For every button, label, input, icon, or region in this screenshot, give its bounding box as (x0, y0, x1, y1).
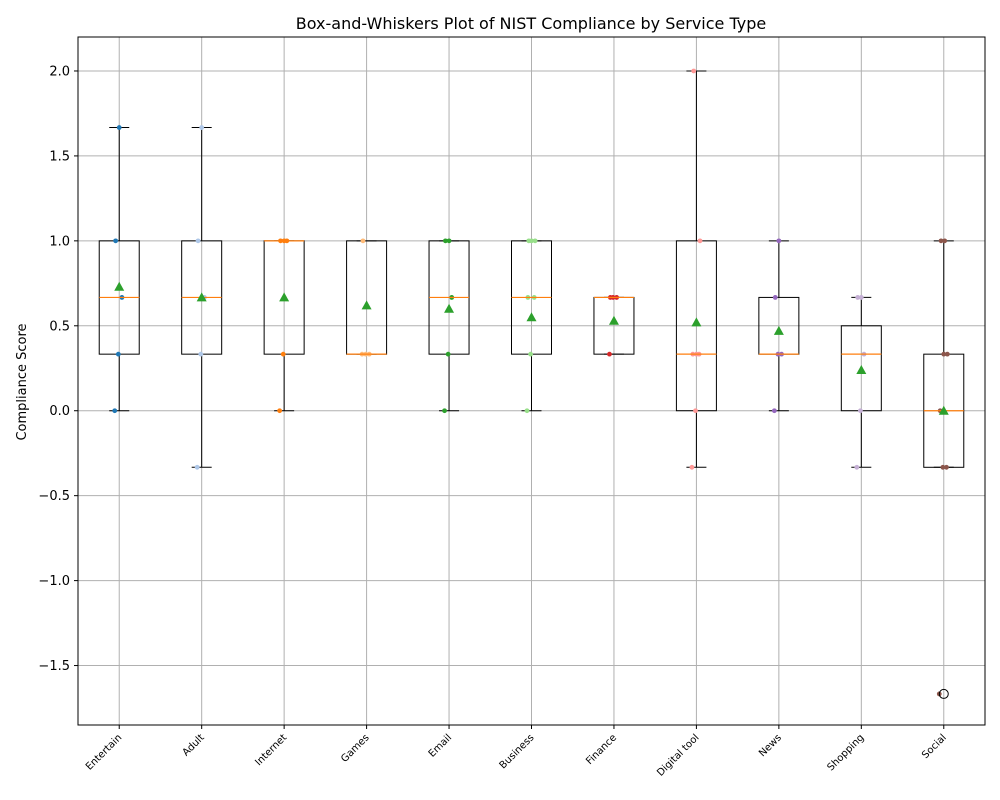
data-point (776, 238, 782, 244)
data-point (199, 125, 205, 130)
data-point (445, 351, 451, 357)
mean-marker (196, 292, 207, 302)
data-point (277, 408, 283, 414)
data-point (113, 238, 119, 244)
box-group (923, 238, 965, 699)
x-tick-label: News (757, 732, 784, 759)
y-tick-label: −1.5 (38, 659, 70, 674)
y-tick-label: 1.5 (49, 149, 70, 164)
box-group (428, 238, 470, 414)
y-tick-label: 0.5 (49, 319, 70, 334)
data-point (112, 408, 118, 414)
mean-marker (444, 303, 455, 313)
outlier-marker (938, 688, 949, 699)
mean-marker (938, 405, 949, 415)
data-point (693, 408, 698, 414)
y-tick-label: 0.0 (49, 404, 70, 419)
mean-marker (773, 325, 784, 335)
data-point (689, 464, 695, 470)
data-point (944, 351, 950, 357)
chart-title: Box-and-Whiskers Plot of NIST Compliance… (296, 14, 766, 33)
data-point (280, 351, 286, 357)
data-point (360, 238, 366, 244)
data-point (697, 238, 703, 244)
plot-frame (77, 36, 986, 726)
data-point (198, 351, 204, 357)
box-group (840, 295, 882, 470)
x-tick-label: Business (498, 732, 537, 771)
data-point (858, 408, 863, 414)
x-tick-label: Social (920, 732, 949, 761)
x-tick-label: Adult (181, 732, 207, 758)
data-point (944, 464, 949, 470)
y-axis-label: Compliance Score (15, 323, 30, 440)
data-point (442, 408, 447, 414)
data-point (524, 408, 530, 414)
data-point (858, 295, 864, 300)
box-group (98, 125, 140, 414)
data-point (772, 295, 778, 300)
data-point (942, 238, 948, 244)
data-point (443, 238, 448, 244)
mean-marker (114, 281, 125, 291)
x-tick-label: Entertain (84, 732, 124, 772)
data-point (532, 238, 538, 244)
mean-marker (279, 292, 290, 302)
data-point (528, 351, 533, 357)
x-tick-label: Finance (584, 732, 619, 767)
x-tick-label: Internet (253, 732, 289, 768)
mean-marker (691, 317, 702, 327)
data-point (855, 295, 861, 300)
y-tick-label: −0.5 (38, 489, 70, 504)
data-point (771, 408, 777, 414)
mean-marker (526, 312, 537, 322)
axis-layer: −1.5 −1.0 −0.5 0.0 0.5 1.0 1.5 2.0 Entertain Adul… (38, 36, 986, 779)
box-group (181, 125, 223, 470)
data-point (691, 68, 697, 74)
box-layer (98, 68, 965, 699)
data-point (116, 125, 122, 130)
mean-marker (361, 300, 372, 310)
y-tick-label: 2.0 (49, 64, 70, 79)
box-group (263, 238, 305, 414)
data-point (526, 238, 532, 244)
y-tick-label: −1.0 (38, 574, 70, 589)
box-group (675, 68, 717, 470)
x-tick-label: Games (339, 732, 372, 765)
data-point (940, 464, 946, 470)
box-group (593, 295, 635, 357)
data-point (941, 351, 947, 357)
x-tick-label: Email (427, 732, 454, 759)
mean-marker (856, 364, 867, 374)
x-tick-label: Digital tool (655, 732, 701, 778)
data-point (607, 351, 612, 357)
mean-marker (608, 315, 619, 325)
data-point (115, 351, 121, 357)
data-point (938, 238, 944, 244)
box-group (346, 238, 388, 357)
box-group (758, 238, 800, 414)
data-point (195, 238, 201, 244)
y-tick-label: 1.0 (49, 234, 70, 249)
box-group (511, 238, 552, 414)
data-point (446, 238, 452, 244)
x-tick-label: Shopping (825, 732, 866, 773)
data-point (854, 464, 860, 470)
data-point (194, 464, 200, 470)
